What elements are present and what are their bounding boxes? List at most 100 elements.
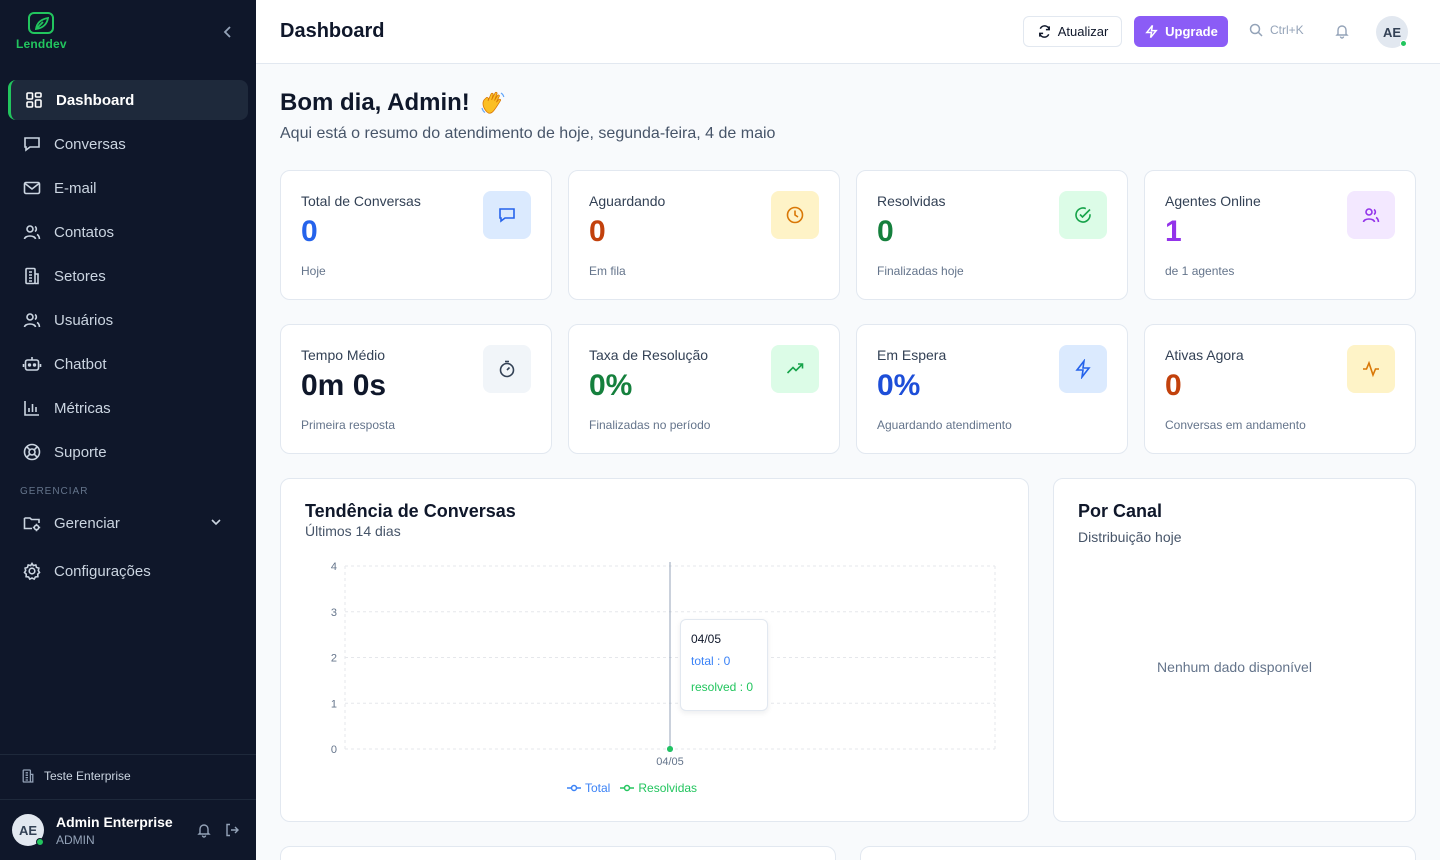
channel-subtitle: Distribuição hoje <box>1078 529 1182 545</box>
stat-note: Finalizadas no período <box>589 418 711 432</box>
user-name: Admin Enterprise <box>56 814 173 830</box>
building-icon <box>25 267 39 285</box>
sidebar-item-label: Conversas <box>54 135 126 153</box>
legend-line-icon <box>620 784 635 792</box>
brand-name: Lenddev <box>16 37 67 51</box>
building-icon <box>22 769 34 783</box>
tooltip-total: total : 0 <box>691 654 731 668</box>
user-role: ADMIN <box>56 833 95 847</box>
mail-icon <box>23 181 41 195</box>
sidebar-nav: Dashboard Conversas E-mail Contatos Seto… <box>8 80 248 476</box>
tooltip-date: 04/05 <box>691 632 722 646</box>
y-tick-label: 4 <box>331 561 337 573</box>
trend-chart-panel: Tendência de Conversas Últimos 14 dias 0… <box>280 478 1029 822</box>
chart-tooltip: 04/05 total : 0 resolved : 0 <box>680 619 768 711</box>
stat-card-aguardando: Aguardando 0 Em fila <box>568 170 840 300</box>
stat-value: 0% <box>589 369 633 402</box>
refresh-button[interactable]: Atualizar <box>1023 16 1122 47</box>
online-status-dot <box>1400 40 1407 47</box>
channel-panel: Por Canal Distribuição hoje Nenhum dado … <box>1053 478 1416 822</box>
notifications-button[interactable] <box>1334 23 1350 39</box>
search-button[interactable]: Ctrl+K <box>1248 22 1304 38</box>
stat-value: 0m 0s <box>301 369 387 402</box>
sidebar-item-chatbot[interactable]: Chatbot <box>8 344 248 384</box>
sidebar-item-usuarios[interactable]: Usuários <box>8 300 248 340</box>
sidebar-item-label: Configurações <box>54 562 151 580</box>
clock-icon <box>771 191 819 239</box>
waving-hand-icon <box>478 88 508 118</box>
sidebar-group-gerenciar[interactable]: Gerenciar <box>8 503 248 547</box>
search-icon <box>1249 23 1263 37</box>
y-tick-label: 1 <box>331 698 337 710</box>
sidebar-item-contatos[interactable]: Contatos <box>8 212 248 252</box>
legend-item-total[interactable]: Total <box>567 781 610 795</box>
stat-note: Em fila <box>589 264 626 278</box>
divider <box>0 754 256 755</box>
message-square-icon <box>483 191 531 239</box>
sidebar-item-setores[interactable]: Setores <box>8 256 248 296</box>
tenant-name: Teste Enterprise <box>44 769 131 783</box>
trend-chart[interactable]: 0 1 2 3 4 04/05 <box>281 479 1030 823</box>
timer-icon <box>483 345 531 393</box>
chevron-left-icon <box>223 26 231 38</box>
empty-state-message: Nenhum dado disponível <box>1157 659 1312 675</box>
layout-grid-icon <box>26 92 42 108</box>
user-profile: AE Admin Enterprise ADMIN <box>12 812 248 848</box>
sidebar-item-label: Chatbot <box>54 355 107 373</box>
refresh-label: Atualizar <box>1057 24 1109 39</box>
sidebar-item-conversas[interactable]: Conversas <box>8 124 248 164</box>
data-point <box>667 746 673 752</box>
y-tick-label: 2 <box>331 653 337 665</box>
greeting-title: Bom dia, Admin! <box>280 89 470 116</box>
sidebar-item-email[interactable]: E-mail <box>8 168 248 208</box>
stat-value: 0 <box>877 215 894 248</box>
greeting-subtitle: Aqui está o resumo do atendimento de hoj… <box>280 125 776 142</box>
notifications-button[interactable] <box>196 822 212 838</box>
message-square-icon <box>24 137 40 152</box>
top-header: Dashboard Atualizar Upgrade Ctrl+K AE <box>256 0 1440 64</box>
channel-title: Por Canal <box>1078 501 1163 521</box>
stat-title: Resolvidas <box>877 193 946 209</box>
bot-icon <box>22 357 42 371</box>
sidebar: Lenddev Dashboard Conversas E-mail Conta… <box>0 0 256 860</box>
stat-card-resolvidas: Resolvidas 0 Finalizadas hoje <box>856 170 1128 300</box>
online-status-dot <box>36 838 44 846</box>
stat-value: 0 <box>1165 369 1182 402</box>
stat-card-taxa-resolucao: Taxa de Resolução 0% Finalizadas no perí… <box>568 324 840 454</box>
chart-subtitle: Últimos 14 dias <box>305 523 401 539</box>
users-icon <box>23 225 41 240</box>
stat-value: 0 <box>589 215 606 248</box>
chart-title: Tendência de Conversas <box>305 501 516 521</box>
stat-note: Primeira resposta <box>301 418 396 432</box>
bottom-card-right <box>860 846 1416 860</box>
stat-title: Taxa de Resolução <box>589 347 709 363</box>
leaf-icon <box>28 12 54 34</box>
stat-value: 0 <box>301 215 318 248</box>
sidebar-item-metricas[interactable]: Métricas <box>8 388 248 428</box>
x-tick-label: 04/05 <box>656 756 684 768</box>
page-title: Dashboard <box>280 20 385 42</box>
sidebar-item-dashboard[interactable]: Dashboard <box>8 80 248 120</box>
bottom-card-left <box>280 846 836 860</box>
collapse-sidebar-button[interactable] <box>218 22 238 42</box>
sidebar-item-suporte[interactable]: Suporte <box>8 432 248 472</box>
logout-button[interactable] <box>224 822 240 838</box>
stat-card-agentes-online: Agentes Online 1 de 1 agentes <box>1144 170 1416 300</box>
sidebar-item-configuracoes[interactable]: Configurações <box>8 551 248 591</box>
bell-icon <box>1335 25 1349 39</box>
sidebar-item-gerenciar[interactable]: Gerenciar <box>8 503 248 543</box>
upgrade-button[interactable]: Upgrade <box>1134 16 1228 47</box>
users-icon <box>23 313 41 328</box>
sidebar-item-label: Usuários <box>54 311 114 329</box>
tenant-switcher[interactable]: Teste Enterprise <box>20 768 131 784</box>
legend-line-icon <box>567 784 581 792</box>
stat-note: Aguardando atendimento <box>877 418 1012 432</box>
stat-title: Tempo Médio <box>301 347 386 363</box>
avatar[interactable]: AE <box>1376 16 1408 48</box>
sidebar-item-label: Contatos <box>54 223 115 241</box>
trending-up-icon <box>771 345 819 393</box>
upgrade-label: Upgrade <box>1165 24 1218 39</box>
legend-item-resolvidas[interactable]: Resolvidas <box>620 781 697 795</box>
brand-logo[interactable]: Lenddev <box>16 12 76 52</box>
y-tick-label: 3 <box>331 607 337 619</box>
